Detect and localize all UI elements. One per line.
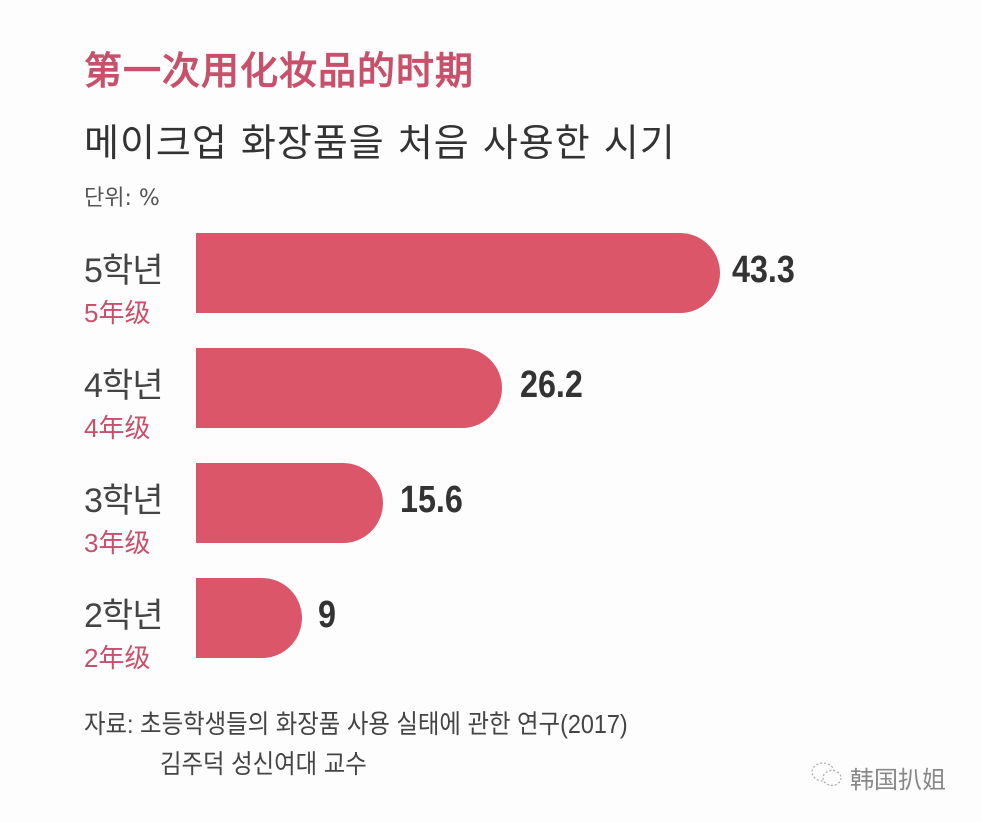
watermark-text: 韩国扒姐 [850,766,946,794]
value-label: 43.3 [732,249,795,291]
bar [196,463,383,543]
bar [196,233,720,313]
value-label: 26.2 [520,364,583,406]
bar-row-grade2: 2학년 2年级 9 [0,578,982,688]
category-label-korean: 3학년 [84,482,163,520]
category-label-korean: 5학년 [84,252,163,290]
wechat-icon [810,761,844,795]
bar-row-grade3: 3학년 3年级 15.6 [0,463,982,573]
unit-label: 단위: % [84,186,160,211]
chart-title-korean: 메이크업 화장품을 처음 사용한 시기 [84,121,676,165]
value-label: 15.6 [400,479,463,521]
category-label-chinese: 2年级 [84,643,151,673]
source-line-1: 자료: 초등학생들의 화장품 사용 실태에 관한 연구(2017) [84,709,628,739]
chart-title-chinese: 第一次用化妆品的时期 [84,49,475,93]
bar-row-grade5: 5학년 5年级 43.3 [0,233,982,343]
category-label-chinese: 5年级 [84,298,151,328]
category-label-korean: 4학년 [84,367,163,405]
source-line-2: 김주덕 성신여대 교수 [160,749,367,779]
watermark: 韩国扒姐 [810,760,946,795]
category-label-chinese: 3年级 [84,528,151,558]
category-label-chinese: 4年级 [84,413,151,443]
bar-row-grade4: 4학년 4年级 26.2 [0,348,982,458]
category-label-korean: 2학년 [84,597,163,635]
bar [196,348,502,428]
value-label: 9 [318,594,336,636]
bar [196,578,302,658]
